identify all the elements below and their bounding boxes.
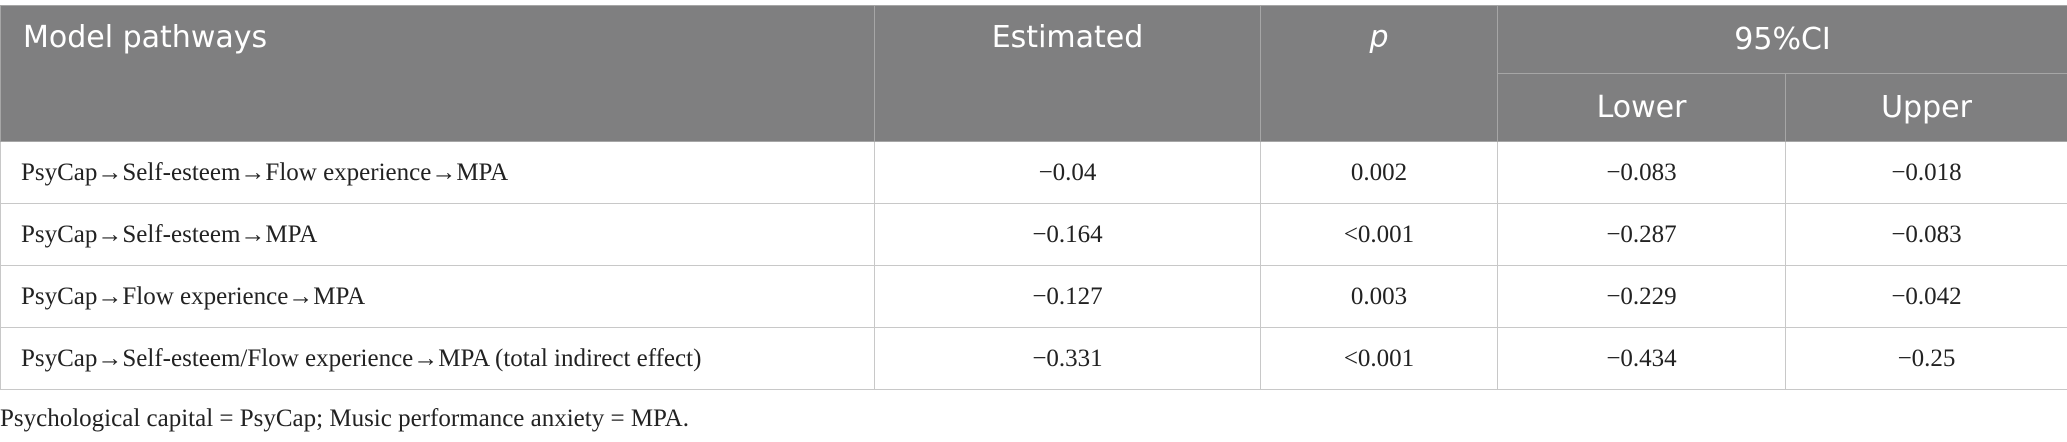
subheader-cell: Lower <box>1497 73 1786 142</box>
footnote: Psychological capital = PsyCap; Music pe… <box>0 405 689 432</box>
table-row: PsyCap→Self-esteem/Flow experience→MPA (… <box>0 327 2067 390</box>
value-cell: 0.002 <box>1260 141 1498 204</box>
value-cell: −0.331 <box>874 327 1261 390</box>
value-cell: −0.083 <box>1784 203 2067 266</box>
value-cell: −0.127 <box>874 265 1261 328</box>
value-cell: <0.001 <box>1260 203 1498 266</box>
pathway-cell: PsyCap→Self-esteem/Flow experience→MPA (… <box>0 327 875 390</box>
subheader-cell: Upper <box>1784 73 2067 142</box>
table-row: PsyCap→Flow experience→MPA −0.127 0.003 −0.… <box>0 265 2067 328</box>
value-cell: −0.083 <box>1497 141 1786 204</box>
table-row: PsyCap→Self-esteem→MPA −0.164 <0.001 −0.287… <box>0 203 2067 266</box>
header-cell: Model pathways <box>0 5 875 142</box>
value-cell: −0.25 <box>1784 327 2067 390</box>
value-cell: −0.018 <box>1784 141 2067 204</box>
value-cell: 0.003 <box>1260 265 1498 328</box>
value-cell: −0.287 <box>1497 203 1786 266</box>
header-cell: p <box>1260 5 1498 142</box>
pathway-cell: PsyCap→Self-esteem→Flow experience→MPA <box>0 141 875 204</box>
table-body: PsyCap→Self-esteem→Flow experience→MPA −0… <box>0 141 2067 390</box>
header-cell: Estimated <box>874 5 1261 142</box>
results-table: Model pathways Estimated p 95%CI Lower U… <box>0 5 2067 390</box>
value-cell: −0.434 <box>1497 327 1786 390</box>
pathway-cell: PsyCap→Flow experience→MPA <box>0 265 875 328</box>
pathway-cell: PsyCap→Self-esteem→MPA <box>0 203 875 266</box>
value-cell: −0.04 <box>874 141 1261 204</box>
header-cell: 95%CI <box>1496 5 2067 74</box>
value-cell: −0.164 <box>874 203 1261 266</box>
value-cell: −0.042 <box>1784 265 2067 328</box>
value-cell: −0.229 <box>1497 265 1786 328</box>
value-cell: <0.001 <box>1260 327 1498 390</box>
table-row: PsyCap→Self-esteem→Flow experience→MPA −0… <box>0 141 2067 204</box>
